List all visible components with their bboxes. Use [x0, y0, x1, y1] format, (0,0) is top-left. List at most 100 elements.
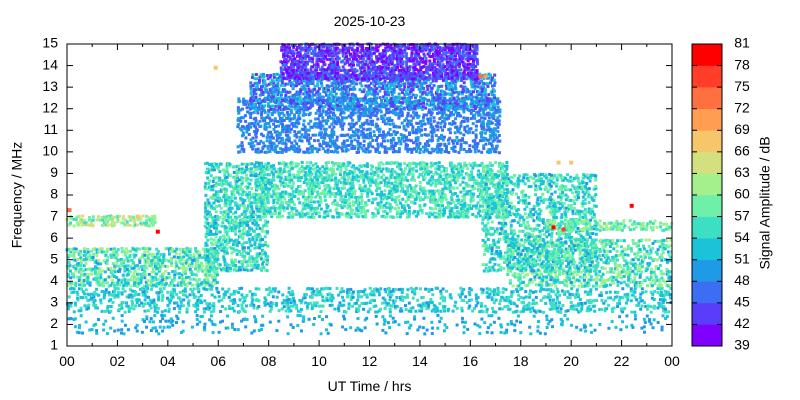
data-point	[209, 162, 213, 166]
data-point	[92, 277, 96, 281]
data-point	[501, 287, 505, 291]
data-point	[616, 280, 620, 284]
data-point	[383, 288, 387, 291]
data-point	[477, 169, 481, 173]
data-point	[164, 319, 168, 323]
data-point	[347, 306, 351, 310]
data-point	[137, 272, 141, 276]
data-point	[180, 275, 184, 279]
data-point	[263, 214, 267, 218]
data-point	[87, 216, 91, 220]
data-point	[529, 250, 533, 254]
data-point	[296, 324, 300, 327]
data-point	[298, 170, 302, 174]
data-point	[485, 287, 489, 291]
data-point	[360, 329, 364, 333]
data-point	[289, 293, 293, 297]
data-point	[240, 293, 244, 297]
data-point	[397, 198, 401, 202]
data-point	[252, 306, 256, 310]
data-point	[242, 204, 246, 208]
data-point	[212, 193, 216, 197]
data-point	[99, 262, 103, 266]
data-point	[589, 300, 593, 304]
data-point	[195, 261, 199, 265]
data-point	[86, 273, 90, 276]
data-point	[503, 215, 507, 219]
data-point	[365, 295, 369, 299]
data-point	[522, 309, 526, 313]
data-point	[154, 276, 158, 280]
data-point	[524, 273, 528, 277]
data-point	[392, 184, 396, 188]
data-point	[564, 309, 568, 313]
data-point	[79, 295, 83, 299]
data-point	[205, 161, 209, 165]
data-point	[390, 195, 394, 199]
data-point	[81, 331, 84, 335]
data-point	[551, 325, 554, 329]
data-point	[429, 176, 433, 180]
data-point	[262, 178, 265, 182]
data-point	[432, 211, 436, 215]
data-point	[424, 287, 428, 291]
data-point	[155, 329, 158, 333]
data-point	[204, 235, 208, 239]
data-point	[656, 239, 660, 243]
data-point	[453, 206, 457, 210]
data-point	[279, 183, 283, 187]
data-point	[332, 163, 336, 167]
data-point	[325, 170, 328, 174]
data-point	[256, 187, 259, 191]
data-point	[471, 195, 475, 199]
data-point	[123, 278, 127, 282]
data-point	[653, 273, 657, 277]
data-point	[317, 293, 321, 297]
data-point	[579, 270, 583, 274]
data-point	[81, 290, 85, 294]
data-point	[231, 325, 234, 329]
data-point	[309, 287, 312, 291]
data-point	[380, 175, 384, 179]
data-point	[644, 269, 648, 273]
data-point	[141, 265, 144, 269]
data-point	[213, 221, 216, 225]
data-point	[245, 260, 249, 264]
data-point	[335, 215, 339, 219]
data-point	[199, 294, 203, 297]
data-point	[491, 265, 495, 269]
data-point	[668, 283, 672, 287]
data-point	[305, 306, 309, 310]
data-point	[264, 162, 268, 166]
data-point	[630, 310, 634, 314]
data-point	[86, 292, 90, 296]
data-point	[545, 288, 549, 292]
data-point	[633, 310, 637, 314]
data-point	[587, 278, 591, 282]
data-point	[231, 264, 235, 268]
data-point	[143, 250, 147, 254]
data-point	[326, 298, 330, 302]
data-point	[420, 189, 424, 193]
data-point	[654, 275, 658, 279]
data-point	[305, 165, 309, 169]
data-point	[575, 293, 579, 297]
data-point	[194, 295, 197, 299]
data-point	[85, 307, 89, 311]
data-point	[588, 299, 592, 302]
data-point	[246, 264, 250, 268]
data-point	[156, 307, 160, 310]
data-point	[257, 161, 261, 165]
data-point	[535, 270, 539, 274]
data-point	[589, 289, 593, 293]
data-point	[214, 210, 218, 214]
data-point	[84, 268, 88, 272]
data-point	[199, 283, 203, 287]
data-point	[298, 179, 302, 183]
data-point	[378, 206, 382, 210]
data-point	[148, 220, 152, 224]
data-point	[277, 169, 281, 173]
data-point	[337, 179, 341, 182]
data-point	[123, 258, 127, 262]
data-point	[146, 215, 150, 219]
